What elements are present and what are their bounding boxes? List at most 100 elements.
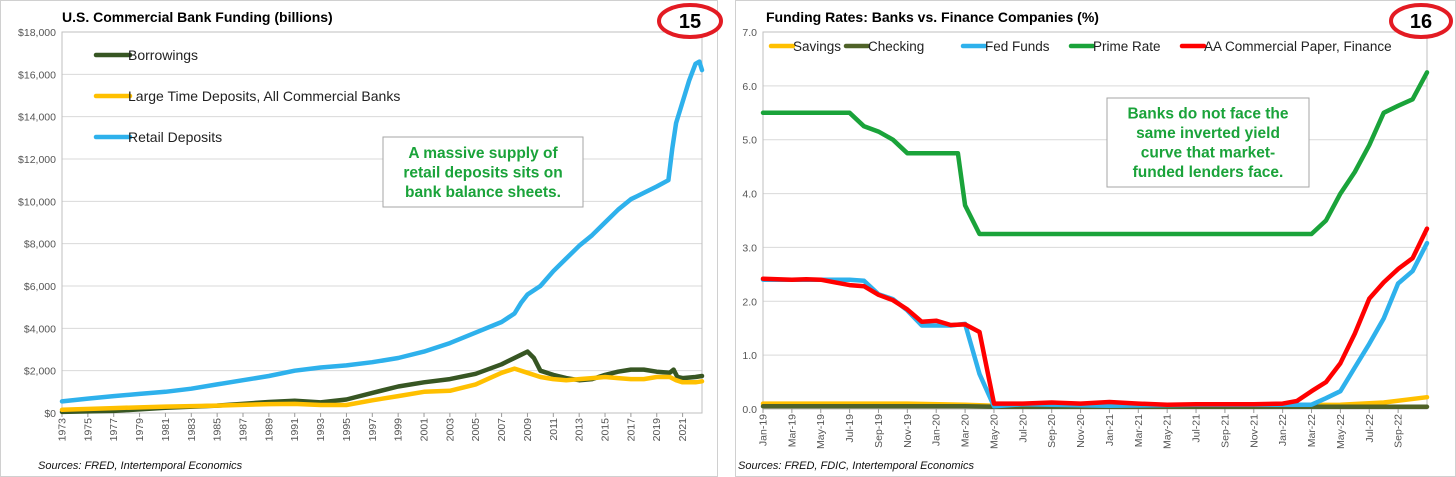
series-line-3	[59, 59, 705, 404]
page-number: 16	[1410, 11, 1432, 33]
x-tick-label: 1999	[393, 418, 405, 442]
x-tick-label: 2011	[548, 418, 560, 441]
x-tick-label: 1987	[238, 418, 250, 442]
y-tick-label: 2.0	[742, 296, 757, 308]
x-tick-label: Jul-20	[1017, 414, 1029, 443]
chart-frame	[0, 0, 718, 477]
x-tick-label: Sep-21	[1219, 414, 1231, 448]
x-tick-label: 2013	[574, 418, 586, 442]
annotation-text: funded lenders face.	[1133, 164, 1284, 181]
x-tick-label: Jul-22	[1364, 414, 1376, 443]
y-tick-label: $2,000	[24, 366, 56, 378]
x-tick-label: 2015	[600, 418, 612, 442]
x-tick-label: 2009	[522, 418, 534, 442]
annotation-text: bank balance sheets.	[405, 184, 561, 201]
x-tick-label: 1977	[108, 418, 120, 442]
y-tick-label: $8,000	[24, 239, 56, 251]
source-note: Sources: FRED, FDIC, Intertemporal Econo…	[738, 460, 974, 472]
y-tick-label: 5.0	[742, 135, 757, 147]
y-tick-label: $4,000	[24, 323, 56, 335]
annotation-box	[1106, 97, 1310, 188]
x-tick-label: Jan-21	[1104, 414, 1116, 446]
annotation-text: same inverted yield	[1136, 125, 1280, 142]
x-tick-label: 1989	[263, 418, 275, 442]
page-number: 15	[679, 11, 701, 33]
x-tick-label: Jan-22	[1277, 414, 1289, 446]
x-tick-label: Nov-19	[902, 414, 914, 448]
y-tick-label: $12,000	[18, 154, 56, 166]
x-tick-label: 1991	[289, 418, 301, 442]
x-tick-label: 2019	[651, 418, 663, 442]
page-number-badge	[1389, 3, 1453, 39]
y-tick-label: $10,000	[18, 196, 56, 208]
x-tick-label: 1983	[186, 418, 198, 442]
x-tick-label: 2005	[470, 418, 482, 442]
x-tick-label: Nov-20	[1075, 414, 1087, 448]
x-tick-label: 2007	[496, 418, 508, 442]
y-tick-label: 4.0	[742, 189, 757, 201]
x-tick-label: May-22	[1335, 414, 1347, 449]
x-tick-label: May-20	[988, 414, 1000, 449]
legend-entry: Checking	[868, 39, 924, 54]
legend-entry: Savings	[793, 39, 841, 54]
x-tick-label: May-21	[1162, 414, 1174, 449]
x-tick-label: Sep-20	[1046, 414, 1058, 448]
series-line-4	[760, 70, 1430, 237]
x-tick-label: Mar-21	[1133, 414, 1145, 447]
annotation-text: A massive supply of	[408, 145, 558, 162]
legend-entry: Retail Deposits	[128, 129, 222, 145]
x-tick-label: Mar-22	[1306, 414, 1318, 447]
x-tick-label: 1997	[367, 418, 379, 442]
x-tick-label: Jan-20	[931, 414, 943, 446]
x-tick-label: Mar-20	[960, 414, 972, 447]
x-tick-label: 2001	[419, 418, 431, 442]
legend-entry: Borrowings	[128, 47, 198, 63]
annotation-text: Banks do not face the	[1127, 106, 1288, 123]
x-tick-label: Jul-19	[844, 414, 856, 443]
annotation-text: curve that market-	[1141, 145, 1275, 162]
x-tick-label: 1993	[315, 418, 327, 442]
legend-entry: Prime Rate	[1093, 39, 1161, 54]
chart-frame	[735, 0, 1456, 477]
y-tick-label: $0	[44, 408, 56, 420]
legend-entry: AA Commercial Paper, Finance	[1204, 39, 1392, 54]
x-tick-label: Nov-21	[1248, 414, 1260, 448]
annotation-text: retail deposits sits on	[403, 164, 562, 181]
x-tick-label: 1981	[160, 418, 172, 442]
x-tick-label: 1979	[134, 418, 146, 442]
x-tick-label: May-19	[815, 414, 827, 449]
source-note: Sources: FRED, Intertemporal Economics	[38, 460, 243, 472]
y-tick-label: 0.0	[742, 404, 757, 416]
y-tick-label: 7.0	[742, 27, 757, 39]
chart-title: U.S. Commercial Bank Funding (billions)	[62, 9, 333, 25]
chart-title: Funding Rates: Banks vs. Finance Compani…	[766, 9, 1099, 25]
x-tick-label: 2017	[625, 418, 637, 442]
legend-entry: Large Time Deposits, All Commercial Bank…	[128, 88, 400, 104]
x-tick-label: 1975	[82, 418, 94, 442]
x-tick-label: Jul-21	[1191, 414, 1203, 443]
x-tick-label: Jan-19	[758, 414, 770, 446]
y-tick-label: $6,000	[24, 281, 56, 293]
series-line-5	[760, 226, 1430, 407]
x-tick-label: Mar-19	[786, 414, 798, 447]
x-tick-label: 2021	[677, 418, 689, 442]
annotation-box	[382, 136, 584, 208]
plot-area	[61, 31, 703, 414]
x-tick-label: 1973	[57, 418, 69, 442]
y-tick-label: $14,000	[18, 112, 56, 124]
series-line-2	[59, 366, 705, 413]
x-tick-label: 1995	[341, 418, 353, 442]
x-tick-label: 2003	[444, 418, 456, 442]
y-tick-label: 3.0	[742, 242, 757, 254]
x-tick-label: Sep-19	[873, 414, 885, 448]
y-tick-label: 6.0	[742, 81, 757, 93]
legend-entry: Fed Funds	[985, 39, 1050, 54]
x-tick-label: 1985	[212, 418, 224, 442]
x-tick-label: Sep-22	[1393, 414, 1405, 448]
y-tick-label: 1.0	[742, 350, 757, 362]
series-line-1	[59, 349, 705, 415]
y-tick-label: $16,000	[18, 69, 56, 81]
y-tick-label: $18,000	[18, 27, 56, 39]
page-number-badge	[657, 3, 723, 39]
